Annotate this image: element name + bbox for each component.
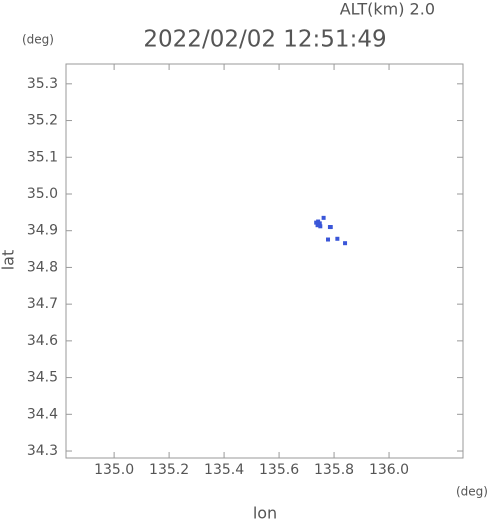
y-tick-label: 34.9 [27,223,58,239]
x-tick-label: 135.4 [204,462,244,478]
y-tick-label: 35.2 [27,113,58,129]
plot-frame [65,63,464,459]
echo-point [335,236,340,241]
x-tick-label: 135.0 [94,462,134,478]
y-tick-label: 34.8 [27,259,58,275]
chart-title: 2022/02/02 12:51:49 [143,27,386,53]
echo-point [315,223,320,228]
x-tick-label: 135.6 [259,462,299,478]
y-tick-label: 34.3 [27,443,58,459]
echo-point [318,224,323,229]
y-tick-label: 35.3 [27,76,58,92]
altitude-label: ALT(km) 2.0 [340,0,435,19]
x-tick-label: 135.8 [314,462,354,478]
y-tick-label: 35.0 [27,186,58,202]
echo-point [328,225,333,230]
echo-point [321,215,326,220]
y-tick-label: 34.6 [27,333,58,349]
x-tick-label: 136.0 [369,462,409,478]
y-tick-label: 34.4 [27,406,58,422]
x-tick-label: 135.2 [149,462,189,478]
echo-point [317,221,322,226]
y-tick-label: 35.1 [27,149,58,165]
y-axis-label: lat [0,250,18,271]
y-unit: (deg) [22,33,54,47]
y-tick-label: 34.5 [27,370,58,386]
echo-point [326,237,331,242]
x-axis-label: lon [253,504,277,521]
x-unit: (deg) [456,485,488,499]
echo-point [343,241,348,246]
y-tick-label: 34.7 [27,296,58,312]
